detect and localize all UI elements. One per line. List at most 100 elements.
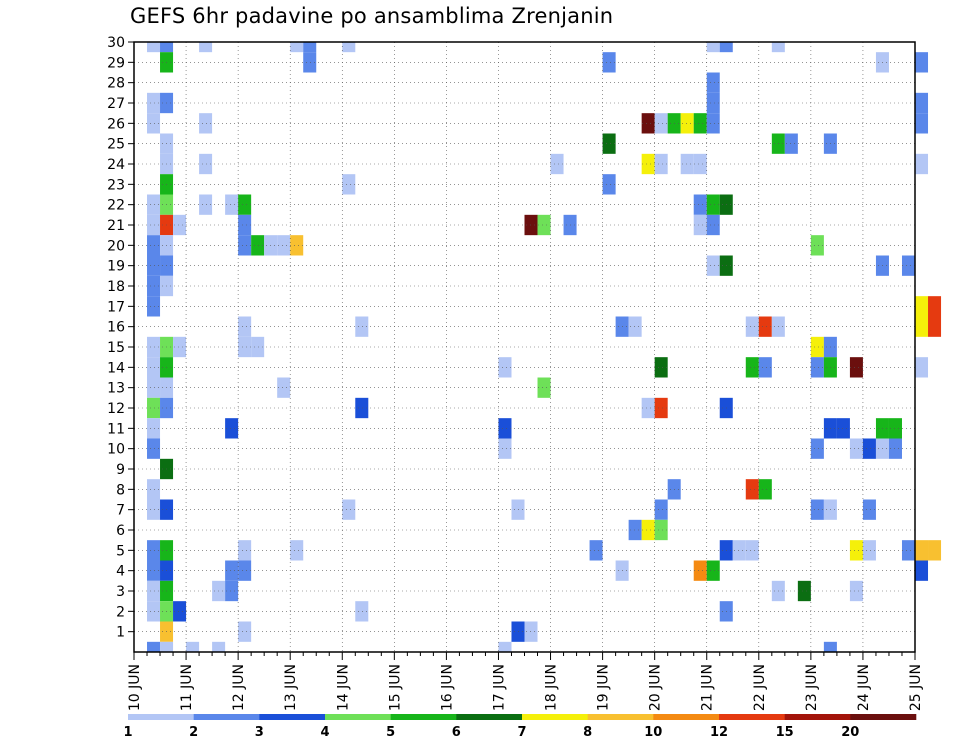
heatmap-cell	[680, 113, 694, 134]
heatmap-cell	[745, 316, 759, 337]
heatmap-cell	[810, 336, 824, 358]
heatmap-cell	[277, 235, 291, 256]
heatmap-cell	[641, 113, 655, 134]
heatmap-cell	[706, 92, 720, 114]
heatmap-cell	[928, 316, 942, 337]
heatmap-cell	[498, 438, 512, 459]
heatmap-cell	[186, 641, 200, 652]
heatmap-cell	[238, 235, 252, 256]
x-tick-label: 24 JUN	[856, 664, 872, 711]
heatmap-cell	[641, 397, 655, 419]
y-tick-label: 20	[107, 238, 125, 254]
heatmap-cell	[771, 42, 785, 53]
x-tick-label: 17 JUN	[492, 664, 508, 711]
heatmap-cell	[199, 113, 213, 134]
colorbar: 1 2 3 4 5 6 7 8 10 12 15 20	[123, 714, 917, 740]
colorbar-label: 1	[123, 725, 132, 740]
heatmap-cell	[212, 641, 226, 652]
y-tick-label: 15	[107, 340, 125, 356]
heatmap-cell	[745, 357, 759, 378]
heatmap-cell	[511, 499, 525, 520]
heatmap-cell	[849, 357, 863, 378]
heatmap-cell	[537, 214, 551, 236]
heatmap-cell	[758, 479, 772, 500]
heatmap-cell	[693, 214, 707, 236]
x-tick-label: 25 JUN	[908, 664, 924, 711]
heatmap-cell	[706, 214, 720, 236]
heatmap-cell	[901, 540, 915, 561]
heatmap-cell	[758, 316, 772, 337]
heatmap-cell	[693, 153, 707, 175]
heatmap-cell	[915, 296, 929, 317]
y-tick-label: 1	[116, 625, 125, 641]
heatmap-cell	[641, 153, 655, 175]
heatmap-cell	[810, 357, 824, 378]
heatmap-cell	[654, 357, 668, 378]
heatmap-cell	[654, 499, 668, 520]
y-tick-label: 27	[107, 96, 125, 112]
heatmap-cell	[680, 153, 694, 175]
heatmap-cell	[147, 214, 161, 236]
heatmap-cell	[290, 235, 304, 256]
heatmap-cell	[173, 336, 187, 358]
colorbar-label: 7	[517, 725, 526, 740]
heatmap-cell	[693, 560, 707, 581]
heatmap-cell	[238, 621, 252, 642]
heatmap-cell	[719, 42, 733, 53]
heatmap-cell	[745, 479, 759, 500]
heatmap-cell	[928, 296, 942, 317]
x-tick-label: 23 JUN	[804, 664, 820, 711]
heatmap-cell	[498, 418, 512, 439]
heatmap-cell	[147, 438, 161, 459]
heatmap-cell	[355, 316, 369, 337]
heatmap-cell	[589, 540, 603, 561]
x-tick-label: 22 JUN	[752, 664, 768, 711]
heatmap-cell	[147, 296, 161, 317]
heatmap-cell	[199, 194, 213, 215]
heatmap-cell	[654, 397, 668, 419]
heatmap-cell	[915, 316, 929, 337]
heatmap-cell	[225, 418, 239, 439]
heatmap-cell	[238, 194, 252, 215]
heatmap-cell	[915, 113, 929, 134]
y-tick-label: 23	[107, 177, 125, 193]
heatmap-cell	[849, 438, 863, 459]
chart-title: GEFS 6hr padavine po ansamblima Zrenjani…	[130, 4, 614, 28]
heatmap-cell	[797, 580, 811, 602]
heatmap-cell	[498, 357, 512, 378]
heatmap-cell	[928, 540, 942, 561]
y-tick-label: 28	[107, 76, 125, 92]
colorbar-label: 8	[583, 725, 592, 740]
heatmap-cell	[915, 153, 929, 175]
heatmap-cell	[915, 52, 929, 73]
heatmap-cell	[342, 174, 356, 195]
heatmap-cell	[915, 357, 929, 378]
heatmap-cell	[628, 316, 642, 337]
colorbar-label: 5	[386, 725, 395, 740]
colorbar-segment	[456, 714, 523, 720]
heatmap-cell	[173, 214, 187, 236]
heatmap-cell	[147, 336, 161, 358]
x-tick-label: 13 JUN	[283, 664, 299, 711]
heatmap-cell	[225, 580, 239, 602]
heatmap-cell	[915, 560, 929, 581]
y-tick-label: 17	[107, 299, 125, 315]
heatmap-cell	[810, 499, 824, 520]
x-axis: 10 JUN 11 JUN 12 JUN 13 JUN 14 JUN 15 JUN 16 J…	[127, 652, 924, 711]
heatmap-cell	[147, 479, 161, 500]
heatmap-cell	[745, 540, 759, 561]
y-axis: 1234567891011121314151617181920212223242…	[107, 35, 134, 641]
heatmap-cell	[147, 560, 161, 581]
heatmap-cell	[147, 255, 161, 276]
heatmap-cell	[537, 377, 551, 398]
x-tick-label: 21 JUN	[700, 664, 716, 711]
x-tick-label: 10 JUN	[127, 664, 143, 711]
heatmap-cell	[147, 113, 161, 134]
heatmap-cell	[706, 113, 720, 134]
heatmap-cell	[862, 540, 876, 561]
heatmap-cell	[602, 52, 616, 73]
colorbar-label: 10	[644, 725, 662, 740]
y-tick-label: 5	[116, 543, 125, 559]
heatmap-cell	[147, 92, 161, 114]
heatmap-cell	[758, 357, 772, 378]
